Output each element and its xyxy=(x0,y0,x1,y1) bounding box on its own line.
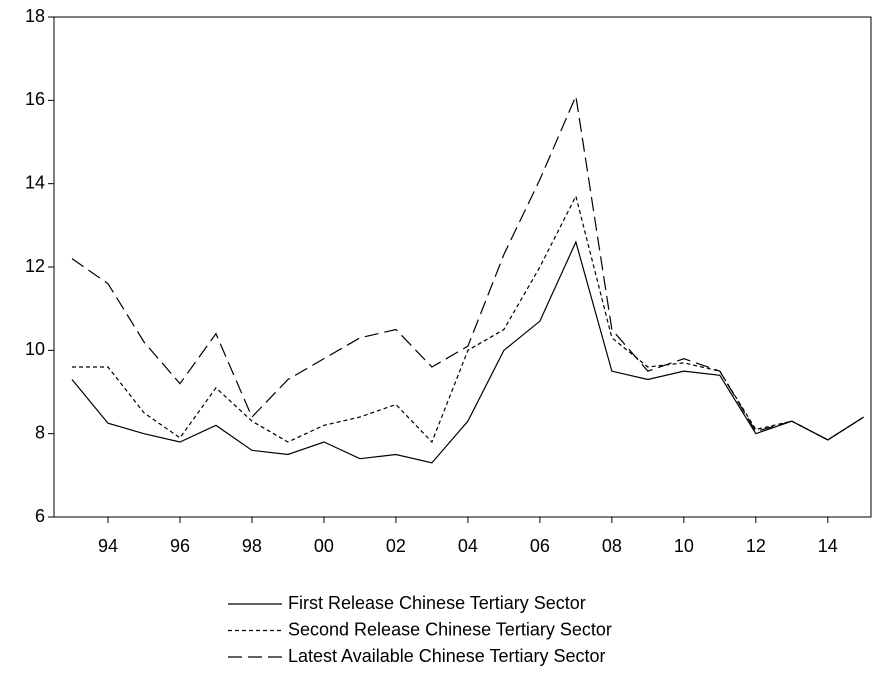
legend-label: Latest Available Chinese Tertiary Sector xyxy=(288,646,606,666)
y-tick-label: 18 xyxy=(25,6,45,26)
x-tick-label: 10 xyxy=(674,536,694,556)
x-tick-label: 04 xyxy=(458,536,478,556)
legend-label: First Release Chinese Tertiary Sector xyxy=(288,593,586,613)
series-line xyxy=(71,94,865,441)
x-tick-label: 98 xyxy=(242,536,262,556)
plot-frame xyxy=(53,16,872,518)
y-tick-label: 12 xyxy=(25,256,45,276)
y-tick-label: 8 xyxy=(35,422,45,442)
legend-label: Second Release Chinese Tertiary Sector xyxy=(288,619,612,639)
x-tick-label: 14 xyxy=(818,536,838,556)
y-tick-label: 10 xyxy=(25,339,45,359)
x-tick-label: 96 xyxy=(170,536,190,556)
x-tick-label: 02 xyxy=(386,536,406,556)
x-tick-label: 08 xyxy=(602,536,622,556)
y-tick-label: 6 xyxy=(35,506,45,526)
x-tick-label: 94 xyxy=(98,536,118,556)
y-tick-label: 16 xyxy=(25,89,45,109)
x-tick-label: 00 xyxy=(314,536,334,556)
x-tick-label: 12 xyxy=(746,536,766,556)
series-line xyxy=(71,194,865,444)
x-tick-label: 06 xyxy=(530,536,550,556)
y-tick-label: 14 xyxy=(25,172,45,192)
series-line xyxy=(71,240,865,464)
